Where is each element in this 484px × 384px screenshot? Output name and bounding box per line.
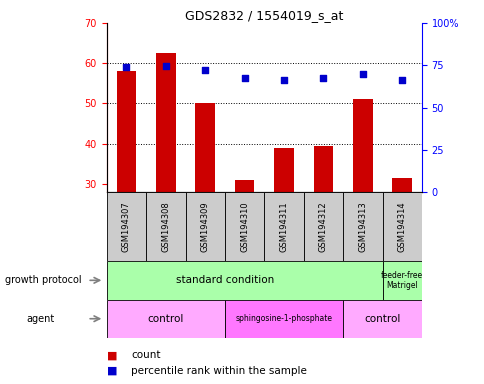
Text: GSM194314: GSM194314 [397,201,406,252]
Bar [106,192,146,261]
Text: sphingosine-1-phosphate: sphingosine-1-phosphate [235,314,332,323]
Bar [185,192,225,261]
Text: ■: ■ [106,350,117,360]
Bar [382,261,421,300]
Bar [303,192,342,261]
Bar [273,148,293,192]
Point [358,71,366,77]
Bar [156,53,175,192]
Text: control: control [363,314,400,324]
Bar [106,261,382,300]
Bar [313,146,333,192]
Text: growth protocol: growth protocol [5,275,81,285]
Bar [106,300,225,338]
Point [162,63,169,69]
Text: GSM194307: GSM194307 [121,201,131,252]
Point [319,75,327,81]
Bar [116,71,136,192]
Bar [264,192,303,261]
Bar [195,104,214,192]
Bar [352,99,372,192]
Text: control: control [147,314,183,324]
Text: agent: agent [27,314,55,324]
Title: GDS2832 / 1554019_s_at: GDS2832 / 1554019_s_at [185,9,343,22]
Text: GSM194312: GSM194312 [318,201,327,252]
Text: percentile rank within the sample: percentile rank within the sample [131,366,306,376]
Bar [225,192,264,261]
Bar [234,180,254,192]
Bar [342,300,421,338]
Bar [225,300,342,338]
Point [240,75,248,81]
Text: GSM194309: GSM194309 [200,201,209,252]
Text: count: count [131,350,160,360]
Text: GSM194310: GSM194310 [240,201,249,252]
Text: GSM194313: GSM194313 [358,201,366,252]
Point [201,66,209,73]
Point [122,64,130,70]
Bar [382,192,421,261]
Text: ■: ■ [106,366,117,376]
Point [280,78,287,84]
Point [397,78,405,84]
Text: GSM194311: GSM194311 [279,201,288,252]
Text: standard condition: standard condition [175,275,273,285]
Bar [392,178,411,192]
Text: GSM194308: GSM194308 [161,201,170,252]
Text: feeder-free
Matrigel: feeder-free Matrigel [380,271,423,290]
Bar [146,192,185,261]
Bar [342,192,382,261]
